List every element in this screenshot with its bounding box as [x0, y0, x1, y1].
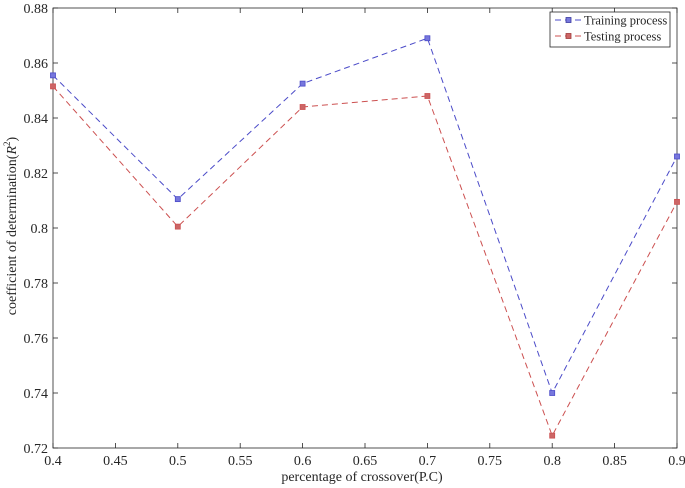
x-tick-label: 0.7 — [419, 454, 437, 469]
legend: Training process Testing process — [549, 11, 671, 48]
x-tick-label: 0.75 — [478, 454, 503, 469]
y-axis: 0.72 0.74 0.76 0.78 0.8 0.82 0.84 0.86 0.88 — [24, 2, 677, 457]
series-testing-point — [50, 83, 56, 90]
x-tick-label: 0.45 — [103, 454, 128, 469]
y-tick-label: 0.76 — [24, 332, 49, 347]
y-tick-label: 0.78 — [24, 277, 49, 292]
series-training-line — [52, 37, 678, 395]
plot-area — [52, 7, 678, 449]
series-training-point — [299, 80, 306, 87]
series-training-point — [674, 153, 680, 160]
x-axis: 0.4 0.45 0.5 0.55 0.6 0.65 0.7 0.75 0.8 0.85 0.9 — [44, 8, 685, 469]
y-tick-label: 0.72 — [24, 442, 49, 457]
series-training-point — [50, 72, 56, 79]
x-tick-label: 0.9 — [668, 454, 685, 469]
legend-entry-training: Training process — [555, 14, 667, 28]
y-axis-title: coefficient of determination(R2) — [2, 136, 20, 315]
y-tick-label: 0.86 — [24, 57, 49, 72]
x-tick-label: 0.65 — [353, 454, 378, 469]
y-tick-label: 0.8 — [31, 222, 49, 237]
y-axis-title-close: ) — [5, 136, 20, 141]
legend-training-marker — [565, 17, 572, 23]
y-tick-label: 0.88 — [24, 2, 49, 17]
y-axis-title-superscript: 2 — [2, 141, 12, 146]
series-training-point — [424, 35, 431, 42]
plot-border — [52, 7, 678, 449]
x-tick-label: 0.55 — [228, 454, 253, 469]
legend-entry-testing: Testing process — [555, 30, 661, 44]
y-tick-label: 0.82 — [24, 167, 49, 182]
y-tick-label: 0.74 — [24, 387, 49, 402]
legend-training-label: Training process — [584, 14, 667, 28]
legend-testing-marker — [565, 33, 572, 39]
series-training-point — [174, 196, 181, 203]
series-testing-point — [424, 93, 431, 99]
y-axis-title-main: coefficient of determination( — [5, 154, 20, 315]
series-testing-point — [674, 198, 680, 205]
x-tick-label: 0.5 — [169, 454, 187, 469]
x-axis-title: percentage of crossover(P.C) — [281, 470, 443, 485]
series-layer — [50, 35, 680, 439]
x-tick-label: 0.8 — [543, 454, 561, 469]
x-tick-label: 0.6 — [294, 454, 312, 469]
x-tick-label: 0.4 — [44, 454, 62, 469]
series-training-point — [549, 390, 556, 396]
y-tick-label: 0.84 — [24, 112, 49, 127]
y-axis-title-symbol: R — [5, 146, 20, 156]
series-testing-line — [52, 86, 678, 437]
series-testing-point — [549, 432, 556, 439]
series-testing-point — [299, 104, 306, 110]
legend-testing-label: Testing process — [584, 30, 661, 44]
x-tick-label: 0.85 — [602, 454, 627, 469]
series-testing-point — [174, 223, 181, 230]
